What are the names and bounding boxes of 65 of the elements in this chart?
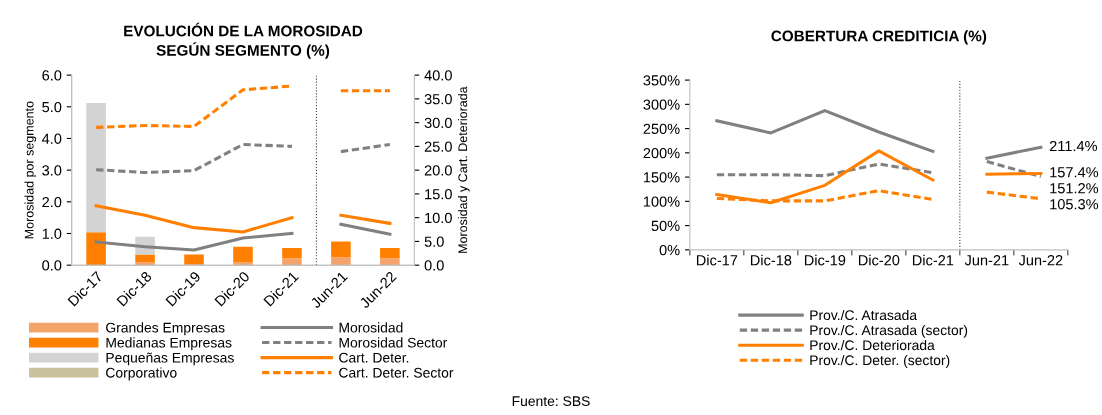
- data-label: 151.2%: [1050, 183, 1099, 194]
- y-tick-label: 3.0: [42, 165, 62, 176]
- x-tick-label: Jun-22: [1018, 255, 1063, 266]
- y-axis-title: Morosidad por segmento: [24, 101, 37, 239]
- bar: [233, 262, 253, 266]
- x-tick-label: Dic-19: [804, 254, 846, 266]
- y-tick-label: 200%: [643, 147, 680, 159]
- y-tick-label: 1.0: [42, 228, 62, 239]
- y-tick-label: 0.0: [42, 260, 62, 271]
- data-label: 211.4%: [1049, 140, 1098, 152]
- bar: [331, 241, 351, 258]
- y2-tick-label: 35.0: [424, 93, 452, 105]
- legend-label: Corporativo: [106, 367, 177, 381]
- y-tick-label: 2.0: [42, 196, 62, 208]
- y-tick-label: 5.0: [42, 101, 62, 113]
- legend-label: Cart. Deter. Sector: [339, 367, 454, 378]
- bar: [233, 246, 253, 263]
- y2-tick-label: 0.0: [424, 260, 444, 271]
- bar: [184, 254, 204, 264]
- bar: [86, 102, 106, 233]
- y2-tick-label: 10.0: [425, 212, 452, 224]
- x-tick-label: Dic-20: [858, 254, 900, 266]
- y-tick-label: 50%: [651, 220, 680, 232]
- legend-label: Grandes Empresas: [106, 322, 225, 336]
- y-tick-label: 300%: [643, 99, 680, 110]
- bar: [380, 258, 400, 266]
- legend-label: Medianas Empresas: [106, 337, 232, 351]
- y-tick-label: 4.0: [41, 133, 62, 144]
- y2-tick-label: 5.0: [424, 236, 444, 247]
- chart-title: COBERTURA CREDITICIA (%): [771, 30, 987, 45]
- y-tick-label: 100%: [643, 196, 680, 207]
- bar: [135, 262, 155, 266]
- y-tick-label: 250%: [643, 123, 680, 135]
- x-tick-label: Jun-21: [964, 255, 1009, 266]
- bar: [380, 248, 400, 259]
- legend-label: Prov./C. Deter. (sector): [810, 354, 950, 368]
- bar: [135, 254, 155, 263]
- y2-tick-label: 40.0: [424, 70, 452, 81]
- x-tick-label: Dic-18: [750, 254, 792, 266]
- y2-tick-label: 25.0: [424, 141, 452, 152]
- legend-label: Prov./C. Deteriorada: [810, 339, 935, 351]
- data-label: 105.3%: [1050, 199, 1099, 210]
- chart-title: EVOLUCIÓN DE LA MOROSIDAD SEGÚN SEGMENTO (%): [124, 22, 363, 59]
- x-tick-label: Dic-17: [696, 254, 738, 266]
- y-tick-label: 150%: [643, 172, 680, 183]
- y-tick-label: 0%: [659, 244, 680, 256]
- y-tick-label: 350%: [643, 75, 680, 86]
- legend-label: Cart. Deter.: [339, 352, 409, 363]
- bar: [331, 257, 351, 266]
- legend-label: Morosidad: [339, 322, 403, 333]
- y2-tick-label: 20.0: [424, 165, 452, 176]
- legend-label: Pequeñas Empresas: [106, 352, 234, 366]
- legend-label: Morosidad Sector: [339, 337, 448, 348]
- y2-axis-title: Morosidad y Cart. Deteriorada: [458, 86, 470, 253]
- y-tick-label: 6.0: [42, 70, 62, 81]
- bar: [282, 258, 302, 266]
- data-label: 157.4%: [1050, 167, 1099, 178]
- y2-tick-label: 15.0: [425, 189, 452, 200]
- bar: [282, 248, 302, 259]
- x-tick-label: Dic-21: [912, 254, 954, 266]
- y2-tick-label: 30.0: [424, 117, 452, 129]
- bar: [86, 232, 106, 266]
- source-note: Fuente: SBS: [512, 396, 590, 407]
- legend-label: Prov./C. Atrasada (sector): [810, 324, 968, 338]
- legend-label: Prov./C. Atrasada: [810, 309, 918, 321]
